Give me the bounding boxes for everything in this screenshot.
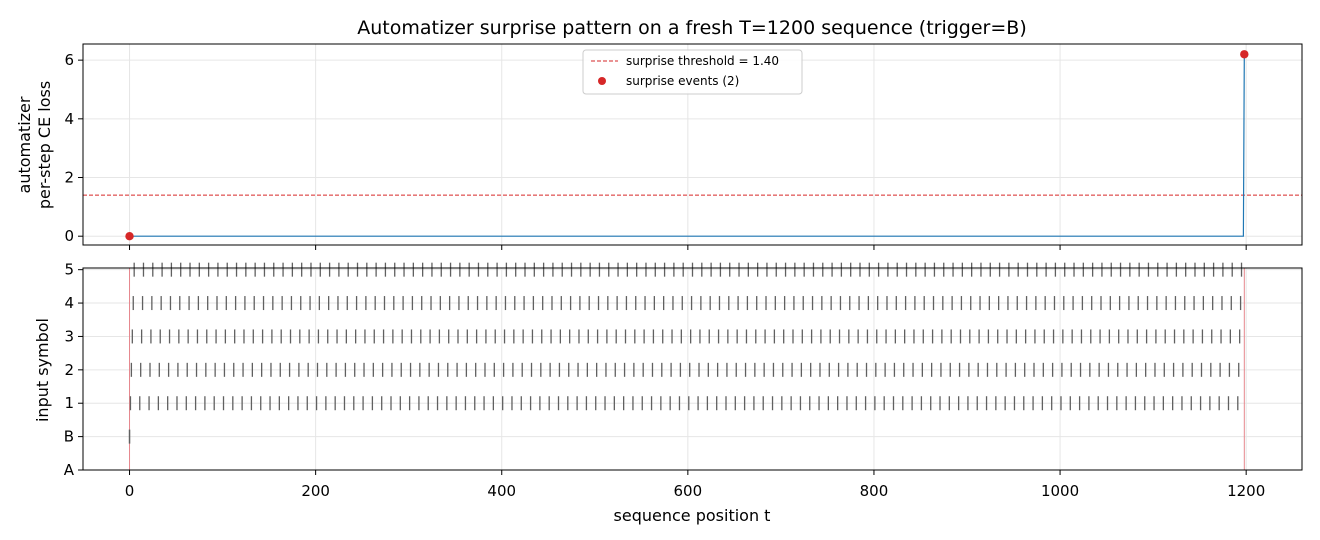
legend: surprise threshold = 1.40 surprise event…	[582, 49, 803, 95]
top-grid	[83, 44, 1302, 245]
bottom-panel: AB 1 2 3 4 5 0 200 400 600 800 1000 1200 input symbo…	[33, 261, 1303, 525]
chart-title: Automatizer surprise pattern on a fresh …	[357, 17, 1027, 39]
top-panel: 0 2 4 6 automatizer per-step CE loss surpri…	[15, 43, 1303, 250]
bottom-axes: AB 1 2 3 4 5 0 200 400 600 800 1000 1200	[64, 261, 1303, 500]
legend-box	[582, 49, 803, 95]
bottom-frame	[82, 267, 1303, 471]
bottom-plot	[128, 262, 1245, 470]
legend-events-label: surprise events (2)	[626, 74, 739, 88]
bottom-ytick-label: 5	[64, 261, 74, 279]
bottom-xtick-label: 1200	[1227, 482, 1265, 500]
bottom-ytick-label: 3	[64, 327, 74, 345]
bottom-xtick-label: 0	[125, 482, 135, 500]
top-ylabel-line1: automatizer	[15, 96, 34, 193]
bottom-ytick-label: A	[64, 461, 75, 479]
bottom-xtick-label: 800	[860, 482, 889, 500]
bottom-xtick-label: 400	[487, 482, 516, 500]
bottom-xtick-label: 200	[301, 482, 330, 500]
legend-threshold-label: surprise threshold = 1.40	[626, 54, 779, 68]
top-ytick-label: 6	[64, 51, 74, 69]
bottom-xtick-label: 600	[674, 482, 703, 500]
legend-events-swatch	[598, 77, 606, 85]
top-plot	[83, 50, 1302, 241]
bottom-ytick-label: 2	[64, 361, 74, 379]
top-ytick-label: 0	[64, 227, 74, 245]
top-ytick-label: 2	[64, 169, 74, 187]
bottom-ylabel: input symbol	[33, 318, 52, 422]
top-ylabel-line2: per-step CE loss	[35, 81, 54, 209]
surprise-event-point	[1240, 50, 1249, 59]
bottom-ytick-label: B	[64, 428, 74, 446]
top-axes: 0 2 4 6	[64, 43, 1303, 250]
top-ytick-label: 4	[64, 110, 74, 128]
surprise-event-point	[125, 231, 134, 241]
bottom-xtick-label: 1000	[1041, 482, 1079, 500]
bottom-ytick-label: 1	[64, 394, 74, 412]
bottom-xlabel: sequence position t	[614, 506, 771, 525]
bottom-ytick-label: 4	[64, 294, 74, 312]
top-frame	[82, 43, 1303, 246]
